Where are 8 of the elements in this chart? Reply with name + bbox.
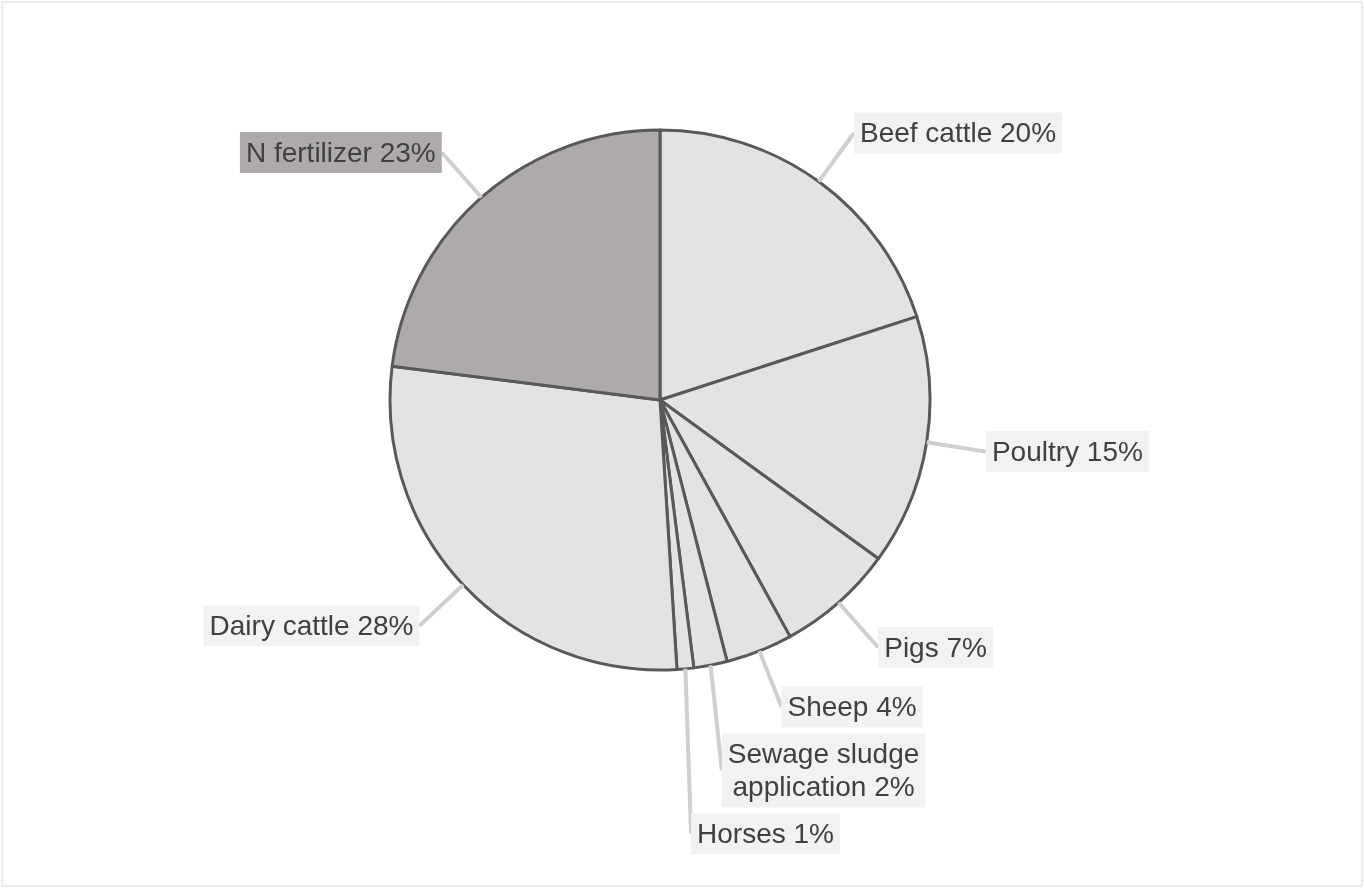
slice-label: N fertilizer 23% xyxy=(245,136,436,168)
slice-label: Horses 1% xyxy=(697,818,834,850)
slice-label: Poultry 15% xyxy=(991,435,1143,467)
slice-label: Beef cattle 20% xyxy=(859,117,1057,149)
legend-label: Sheep 4% xyxy=(787,691,917,723)
slice-label: Pigs 7% xyxy=(884,631,987,663)
slice-label: Sewage sludge application 2% xyxy=(727,738,920,803)
slice-label: Dairy cattle 28% xyxy=(209,610,414,642)
